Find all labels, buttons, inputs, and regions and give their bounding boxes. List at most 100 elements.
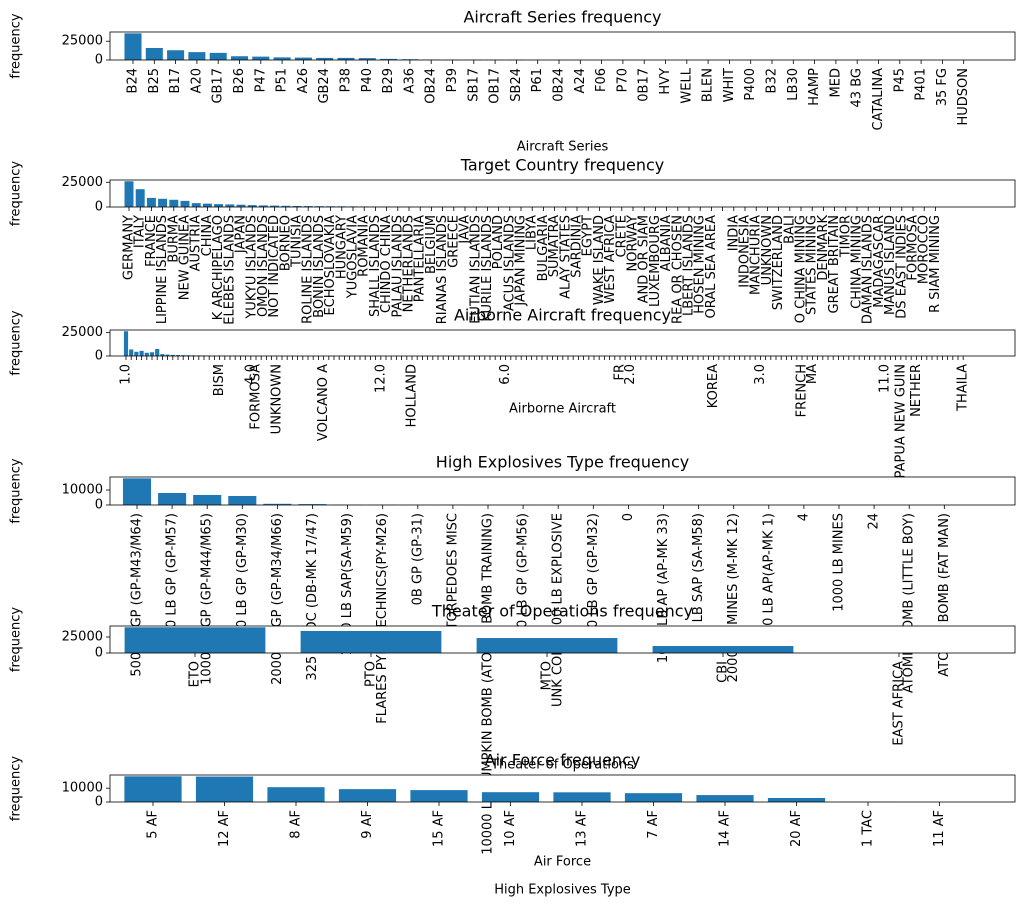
x-tick-label: 300 LB GP (GP-M32) [586, 513, 601, 645]
x-tick-label: REA OR CHOSEN [670, 215, 685, 324]
bar [129, 349, 134, 356]
bar [380, 58, 398, 60]
x-tick-label: 14 AF [718, 810, 733, 847]
y-tick-label: 25000 [62, 630, 103, 645]
y-tick-label: 10000 [62, 483, 103, 498]
x-tick-label: 4 [796, 513, 811, 521]
bar [225, 204, 235, 207]
x-tick-label: ALAY STATES [558, 215, 573, 299]
y-axis-label: frequency [9, 161, 24, 227]
y-tick-label: 0 [95, 498, 103, 513]
x-tick-label: GB24 [317, 68, 332, 104]
x-tick-label: 10000 LB PUMPKIN BOMB (ATOMIC BOMB TRAIN… [481, 513, 496, 855]
bar [316, 57, 334, 60]
x-tick-label: A20 [189, 68, 204, 93]
bar [165, 354, 170, 356]
x-tick-label: 5 AF [146, 810, 161, 839]
x-tick-label: HOLLAND [405, 364, 420, 427]
x-tick-label: ACUS ISLANDS [502, 215, 517, 311]
y-axis-label: frequency [9, 756, 24, 822]
x-axis-label: Aircraft Series [517, 140, 609, 155]
x-tick-label: MADAGASCAR [872, 215, 887, 308]
y-tick-label: 0 [95, 200, 103, 215]
x-tick-label: MA [805, 364, 820, 384]
x-tick-label: 24 [867, 513, 882, 530]
x-tick-label: 3.0 [753, 364, 768, 385]
x-tick-label: 6.0 [498, 364, 513, 385]
x-tick-label: P40 [360, 68, 375, 92]
x-tick-label: THAILA [956, 364, 971, 412]
x-tick-label: NETHERLANDS [402, 215, 417, 312]
bar [144, 352, 149, 356]
x-tick-label: TORPEDOES MISC [445, 513, 460, 630]
bar [358, 58, 376, 60]
y-tick-label: 0 [95, 349, 103, 364]
x-tick-label: 20 AF [789, 810, 804, 847]
x-tick-label: P51 [275, 68, 290, 92]
x-tick-label: 100 LB GP (GP-M30) [235, 513, 250, 645]
x-tick-label: BORNEO [278, 215, 293, 271]
bar [145, 47, 163, 60]
x-tick-label: GERMANY [122, 215, 137, 280]
x-tick-label: B29 [381, 68, 396, 93]
bar [300, 630, 442, 653]
y-tick-label: 0 [95, 646, 103, 661]
y-tick-label: 10000 [62, 781, 103, 796]
x-tick-label: 1.0 [119, 364, 134, 385]
x-tick-label: BURMA [166, 215, 181, 263]
x-tick-label: 11.0 [878, 364, 893, 393]
bar [158, 198, 168, 207]
bar [181, 355, 186, 356]
x-tick-label: P61 [530, 68, 545, 92]
x-tick-label: SARDINIA [570, 215, 585, 278]
x-tick-label: EUTIAN ISLANDS [469, 215, 484, 324]
bar [124, 181, 134, 207]
x-tick-label: LIBYA [525, 215, 540, 250]
bar [767, 797, 826, 802]
x-tick-label: B25 [147, 68, 162, 93]
x-tick-label: MTO [540, 661, 555, 690]
x-tick-label: ECHOSLOVAKIA [323, 215, 338, 316]
x-tick-label: KOREA [706, 364, 721, 408]
axes [110, 180, 1015, 207]
x-tick-label: WAKE ISLAND [592, 215, 607, 305]
bar [292, 206, 302, 207]
bar [160, 354, 165, 356]
bar [270, 205, 280, 207]
x-tick-label: CHINA [200, 215, 215, 256]
x-tick-label: 250 LB GP (GP-M57) [165, 513, 180, 645]
x-tick-label: ALBANIA [659, 215, 674, 272]
x-tick-label: AUSTRIA [189, 215, 204, 271]
x-tick-label: NETHER [909, 364, 924, 417]
x-tick-label: PALAU ISLANDS [390, 215, 405, 318]
x-tick-label: 325 LB DC (DB-MK 17/47) [305, 513, 320, 681]
bar [267, 787, 325, 802]
bar [298, 504, 327, 505]
y-axis-label: frequency [9, 607, 24, 673]
bar [247, 205, 257, 207]
x-tick-label: NOT INDICATED [267, 215, 282, 318]
x-tick-label: WHIT [722, 68, 737, 102]
x-tick-label: B26 [232, 68, 247, 93]
bar [191, 203, 201, 207]
x-tick-label: FORMOSA [249, 364, 264, 430]
x-tick-label: 12 AF [217, 810, 232, 847]
x-tick-label: UNKNOWN [760, 215, 775, 285]
x-tick-label: SUMATRA [547, 215, 562, 277]
bar [338, 789, 397, 802]
x-tick-label: FRENCH [795, 364, 810, 417]
bar [146, 197, 156, 207]
x-tick-label: P47 [253, 68, 268, 92]
x-tick-label: HUNGARY [334, 215, 349, 279]
x-tick-label: SB17 [466, 68, 481, 102]
bar [139, 350, 144, 356]
chart-title: Target Country frequency [460, 156, 664, 175]
x-tick-label: 4000 LB GP (GP-M56) [516, 513, 531, 653]
bar [149, 352, 155, 356]
bar [258, 205, 268, 207]
x-tick-label: 43 BG [850, 68, 865, 107]
x-tick-label: EGYPT [581, 215, 596, 256]
bar [124, 627, 266, 653]
